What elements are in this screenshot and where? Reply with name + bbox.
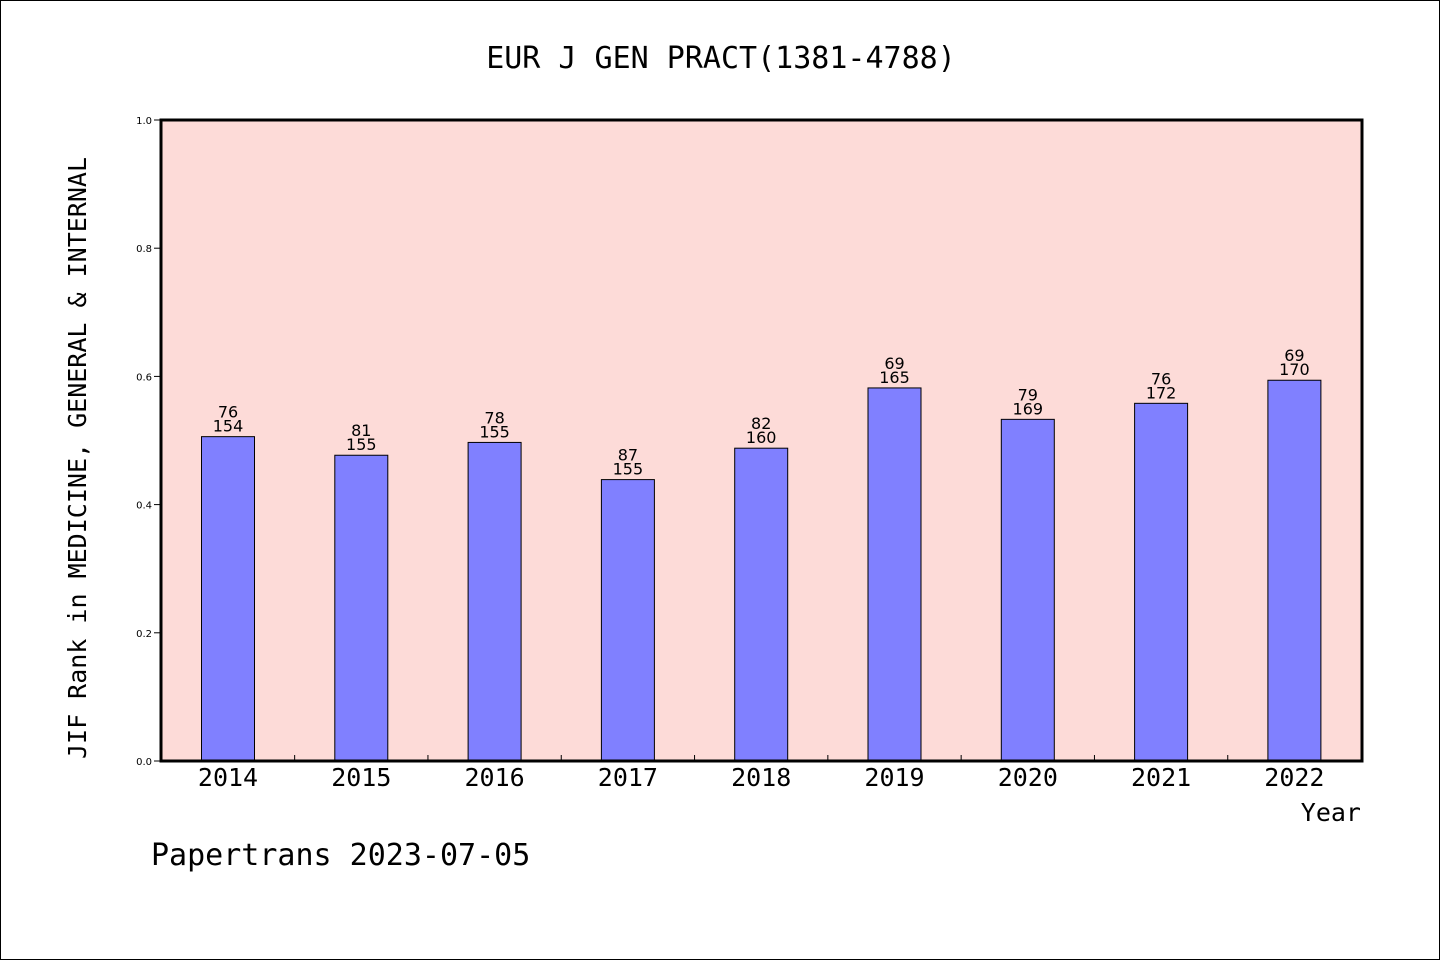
data-label-total: 165 <box>879 368 910 387</box>
data-label-rank: 78 <box>484 408 504 427</box>
bar <box>467 441 522 762</box>
bar <box>600 479 655 762</box>
y-tick-label: 0.2 <box>136 629 152 640</box>
data-label-total: 154 <box>213 417 244 436</box>
x-tick-label: 2022 <box>1264 763 1324 792</box>
x-tick-label: 2018 <box>731 763 791 792</box>
plot-border <box>159 118 1364 763</box>
x-tick-label: 2014 <box>198 763 258 792</box>
bar <box>1267 379 1322 762</box>
y-tick-label: 0.4 <box>136 501 152 512</box>
y-tick-label: 1.0 <box>136 116 152 127</box>
footer-credit: Papertrans 2023-07-05 <box>151 838 530 873</box>
x-tick-label: 2021 <box>1131 763 1191 792</box>
x-tick-label: 2020 <box>998 763 1058 792</box>
bar <box>334 454 389 762</box>
bar <box>734 447 789 762</box>
y-tick-label: 0.8 <box>136 244 152 255</box>
x-tick-label: 2015 <box>331 763 391 792</box>
data-label-rank: 76 <box>1151 369 1171 388</box>
bar <box>867 387 922 762</box>
data-label-rank: 76 <box>218 403 238 422</box>
data-label-rank: 87 <box>618 446 638 465</box>
data-label-total: 160 <box>746 428 777 447</box>
data-label-rank: 69 <box>1284 346 1304 365</box>
data-label-rank: 69 <box>884 354 904 373</box>
bar <box>201 436 255 762</box>
x-tick-label: 2019 <box>864 763 924 792</box>
data-labels: 2014761542015811552016781552017871552018… <box>198 346 1325 792</box>
x-tick-label: 2017 <box>598 763 658 792</box>
y-tick-label: 0.6 <box>136 372 152 383</box>
data-label-rank: 81 <box>351 421 371 440</box>
data-label-rank: 82 <box>751 414 771 433</box>
data-label-total: 155 <box>346 435 377 454</box>
bar <box>1134 402 1189 762</box>
bar <box>1000 418 1055 762</box>
data-label-total: 155 <box>613 460 644 479</box>
chart-title: EUR J GEN PRACT(1381-4788) <box>486 41 956 76</box>
x-tick-label: 2016 <box>464 763 524 792</box>
y-tick-label: 0.0 <box>136 757 152 768</box>
data-label-rank: 79 <box>1018 385 1038 404</box>
y-axis-label: JIF Rank in MEDICINE, GENERAL & INTERNAL <box>63 157 92 759</box>
x-axis-label: Year <box>1301 798 1361 827</box>
data-label-total: 155 <box>479 422 510 441</box>
data-label-total: 172 <box>1146 383 1177 402</box>
data-label-total: 169 <box>1013 399 1044 418</box>
data-label-total: 170 <box>1279 360 1310 379</box>
bars <box>201 379 1322 762</box>
